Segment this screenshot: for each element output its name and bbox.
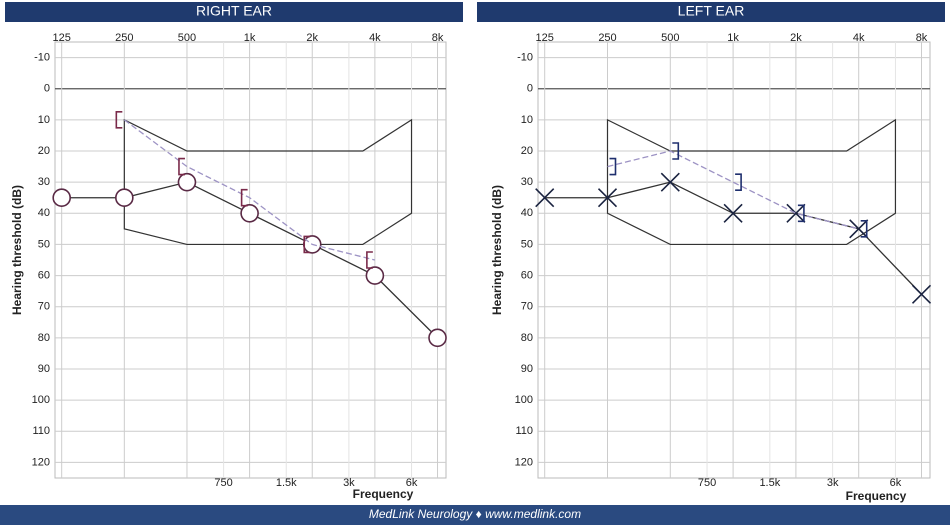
bone-marker [797,204,805,223]
chart-title: LEFT EAR [678,3,745,19]
air-marker [365,266,385,285]
bone-marker [735,173,742,191]
air-marker [52,188,71,208]
bone-marker [860,220,868,238]
x-tick-label: 500 [178,32,196,44]
header-bar [5,2,463,22]
x-axis-title: Frequency [353,487,414,501]
air-marker [115,188,134,208]
x-tick-label: 250 [598,32,616,44]
x-minor-tick-label: 6k [406,477,418,489]
x-tick-label: 8k [432,32,444,44]
y-tick-label: 90 [38,363,50,375]
bone-marker [240,188,248,207]
x-tick-label: 4k [853,32,865,44]
speech-region [606,118,897,246]
y-tick-label: 0 [527,83,533,95]
x-tick-label: 2k [790,32,802,44]
x-minor-tick-label: 1.5k [276,477,297,489]
air-marker [177,172,197,192]
y-tick-label: 40 [38,207,50,219]
series-line [607,150,859,230]
x-axis-title: Frequency [846,489,907,503]
y-tick-label: 120 [32,456,50,468]
x-minor-tick-label: 750 [214,477,232,489]
x-tick-label: 125 [53,32,71,44]
y-axis-title: Hearing threshold (dB) [10,185,24,315]
y-tick-label: 50 [38,238,50,250]
y-tick-label: 70 [38,301,50,313]
y-tick-label: 100 [32,394,50,406]
air-marker [428,328,447,348]
x-tick-label: 500 [661,32,679,44]
bone-marker [115,111,123,129]
air-marker [535,188,555,208]
air-marker [597,188,618,208]
bone-marker [178,157,185,176]
x-tick-label: 250 [115,32,133,44]
air-marker [911,284,932,304]
x-minor-tick-label: 750 [698,477,716,489]
air-marker [786,203,806,223]
y-tick-label: 110 [32,425,50,437]
y-tick-label: 90 [521,363,533,375]
x-minor-tick-label: 3k [827,477,839,489]
y-tick-label: 0 [44,83,50,95]
y-tick-label: 20 [521,145,533,157]
x-tick-label: 125 [536,32,554,44]
x-minor-tick-label: 3k [343,477,355,489]
y-tick-label: 70 [521,301,533,313]
air-marker [240,203,259,223]
y-tick-label: 60 [38,269,50,281]
y-tick-label: 30 [38,176,50,188]
y-tick-label: 80 [521,332,533,344]
y-tick-label: -10 [34,51,50,63]
bone-marker [609,157,617,176]
bone-marker [366,251,373,269]
plot-frame [537,41,931,479]
x-tick-label: 1k [727,32,739,44]
y-tick-label: 10 [521,114,533,126]
y-tick-label: 110 [515,425,533,437]
air-marker [723,203,743,223]
bone-marker [672,142,680,160]
y-tick-label: -10 [517,51,533,63]
x-tick-label: 8k [916,32,928,44]
footer-text: MedLink Neurology ♦ www.medlink.com [369,507,581,521]
x-tick-label: 1k [244,32,256,44]
x-tick-label: 2k [306,32,318,44]
bone-marker [303,235,311,254]
chart-title: RIGHT EAR [196,3,272,19]
x-minor-tick-label: 6k [890,477,902,489]
air-marker [660,172,680,192]
speech-region [123,118,413,246]
air-marker [849,219,869,239]
x-minor-tick-label: 1.5k [759,477,780,489]
y-axis-title: Hearing threshold (dB) [490,185,504,315]
y-tick-label: 60 [521,269,533,281]
y-tick-label: 100 [515,394,533,406]
y-tick-label: 40 [521,207,533,219]
header-bar [477,2,945,22]
plot-frame [54,41,447,479]
y-tick-label: 80 [38,332,50,344]
y-tick-label: 50 [521,238,533,250]
footer-bar [0,505,950,525]
y-tick-label: 10 [38,114,50,126]
y-tick-label: 20 [38,145,50,157]
x-tick-label: 4k [369,32,381,44]
y-tick-label: 30 [521,176,533,188]
series-line [123,119,376,261]
y-tick-label: 120 [515,456,533,468]
